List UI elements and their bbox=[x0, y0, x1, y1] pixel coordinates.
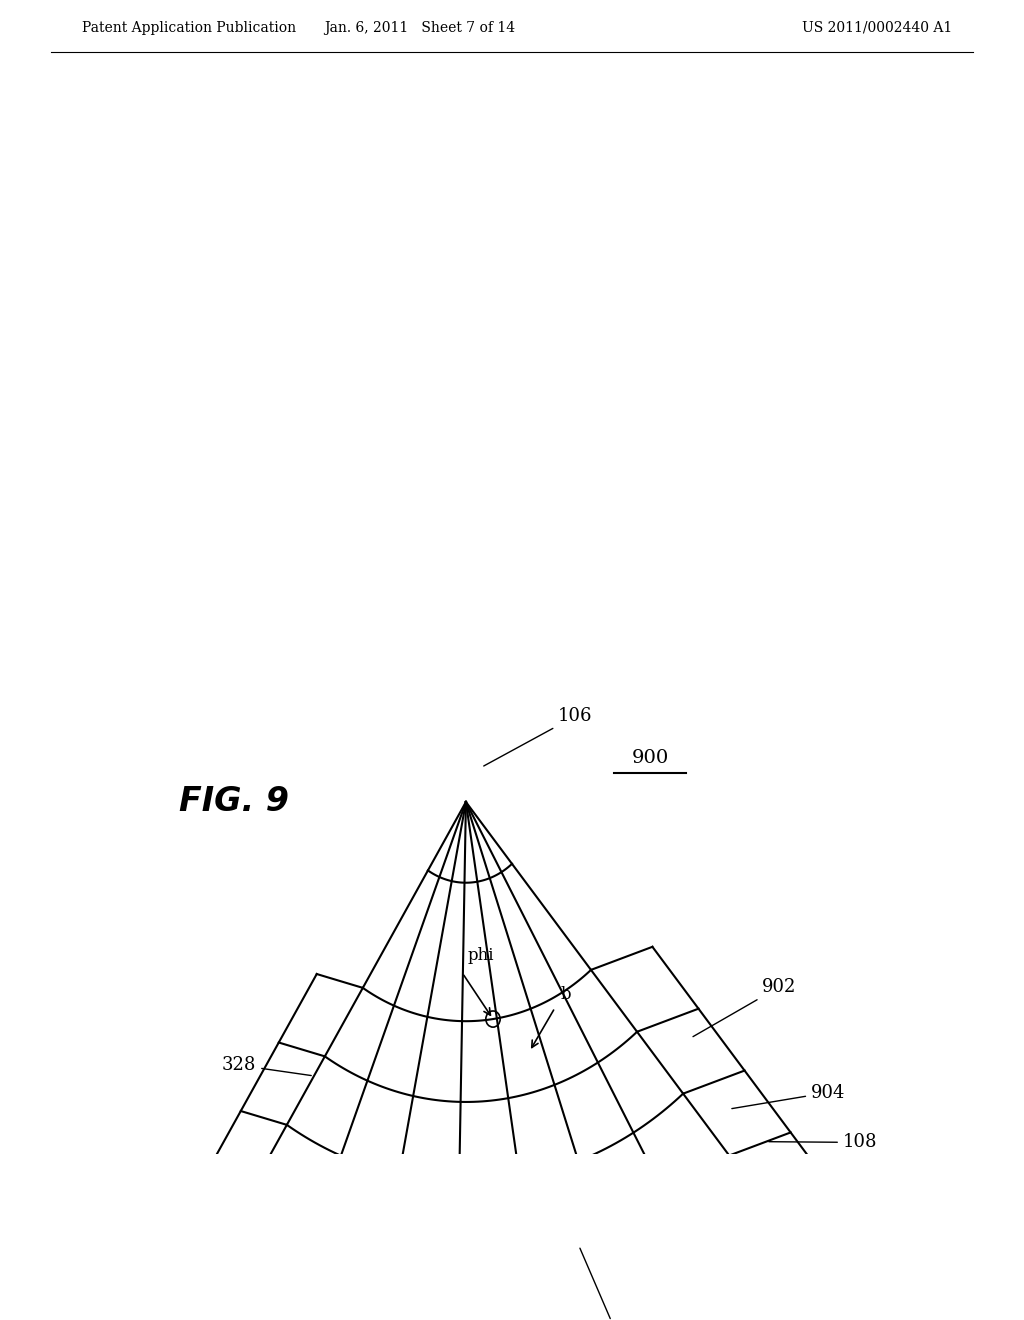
Text: 328: 328 bbox=[222, 1056, 311, 1076]
Text: 108: 108 bbox=[769, 1134, 878, 1151]
Text: phi: phi bbox=[467, 946, 494, 964]
Text: Patent Application Publication: Patent Application Publication bbox=[82, 21, 296, 34]
Text: 106: 106 bbox=[483, 708, 593, 766]
Text: Jan. 6, 2011   Sheet 7 of 14: Jan. 6, 2011 Sheet 7 of 14 bbox=[325, 21, 515, 34]
Text: b: b bbox=[560, 986, 570, 1003]
Text: 902: 902 bbox=[693, 978, 797, 1036]
Text: 900: 900 bbox=[632, 750, 669, 767]
Text: US 2011/0002440 A1: US 2011/0002440 A1 bbox=[802, 21, 952, 34]
Text: FIG. 9: FIG. 9 bbox=[179, 785, 289, 818]
Text: 904: 904 bbox=[732, 1084, 846, 1109]
Text: 234: 234 bbox=[580, 1249, 634, 1320]
